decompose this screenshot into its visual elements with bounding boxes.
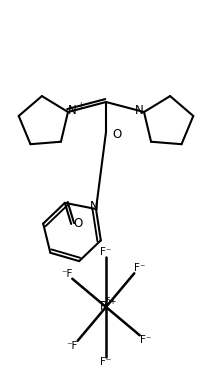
Text: F⁻: F⁻ — [134, 263, 146, 273]
Text: ⁻F: ⁻F — [61, 269, 72, 279]
Text: F⁻: F⁻ — [100, 247, 112, 257]
Text: O: O — [112, 127, 121, 140]
Text: N: N — [68, 103, 76, 116]
Text: N: N — [90, 200, 98, 214]
Text: +: + — [77, 101, 83, 111]
Text: N: N — [135, 103, 143, 116]
Text: P: P — [99, 300, 106, 312]
Text: O: O — [74, 217, 83, 230]
Text: 5+: 5+ — [105, 298, 117, 307]
Text: F⁻: F⁻ — [100, 357, 112, 367]
Text: F⁻: F⁻ — [140, 335, 151, 345]
Text: ⁻F: ⁻F — [66, 341, 78, 351]
